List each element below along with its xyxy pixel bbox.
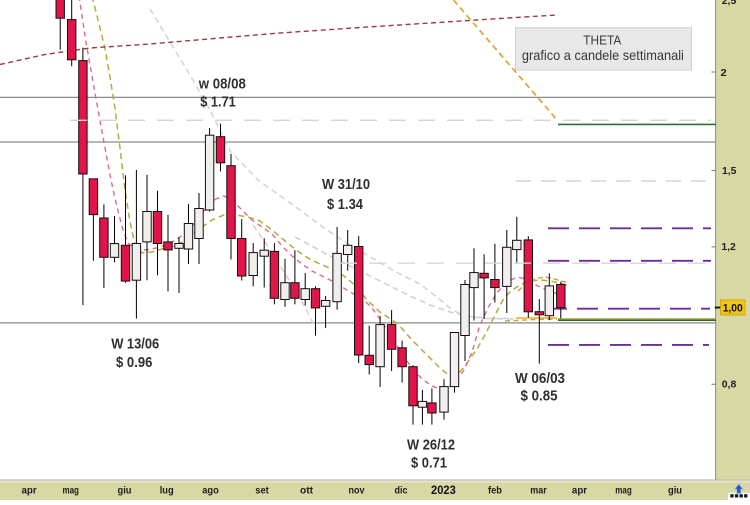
svg-text:$ 0.96: $ 0.96 <box>116 355 152 371</box>
svg-text:$ 0.71: $ 0.71 <box>411 455 447 471</box>
svg-text:2: 2 <box>721 67 727 79</box>
svg-text:mag: mag <box>615 486 632 497</box>
svg-text:apr: apr <box>22 486 37 497</box>
svg-text:1,5: 1,5 <box>722 165 737 177</box>
svg-text:W 31/10: W 31/10 <box>322 177 370 193</box>
svg-text:giu: giu <box>118 486 132 497</box>
svg-text:giu: giu <box>668 486 682 497</box>
svg-text:W 06/03: W 06/03 <box>515 371 565 387</box>
svg-text:w 08/08: w 08/08 <box>198 76 246 92</box>
svg-text:1,2: 1,2 <box>721 241 736 253</box>
svg-text:$ 1.71: $ 1.71 <box>200 94 235 110</box>
svg-text:W 26/12: W 26/12 <box>407 437 455 453</box>
svg-text:1,00: 1,00 <box>723 302 743 314</box>
svg-text:dic: dic <box>395 486 408 497</box>
svg-text:feb: feb <box>488 486 502 497</box>
svg-text:nov: nov <box>349 486 365 497</box>
svg-text:lug: lug <box>160 486 174 497</box>
svg-text:2,5: 2,5 <box>722 0 737 7</box>
svg-text:THETA: THETA <box>583 33 621 48</box>
svg-text:grafico a candele settimanali: grafico a candele settimanali <box>522 47 684 63</box>
svg-text:apr: apr <box>572 486 587 497</box>
svg-text:$ 0.85: $ 0.85 <box>521 388 558 404</box>
svg-text:mar: mar <box>530 486 547 497</box>
svg-text:mag: mag <box>62 486 79 497</box>
svg-text:0,8: 0,8 <box>722 379 737 391</box>
svg-text:2023: 2023 <box>431 483 456 497</box>
svg-text:W 13/06: W 13/06 <box>111 337 159 353</box>
svg-text:set: set <box>255 486 269 497</box>
svg-text:$ 1.34: $ 1.34 <box>327 197 363 213</box>
svg-text:ott: ott <box>300 486 314 497</box>
svg-text:ago: ago <box>202 486 219 497</box>
